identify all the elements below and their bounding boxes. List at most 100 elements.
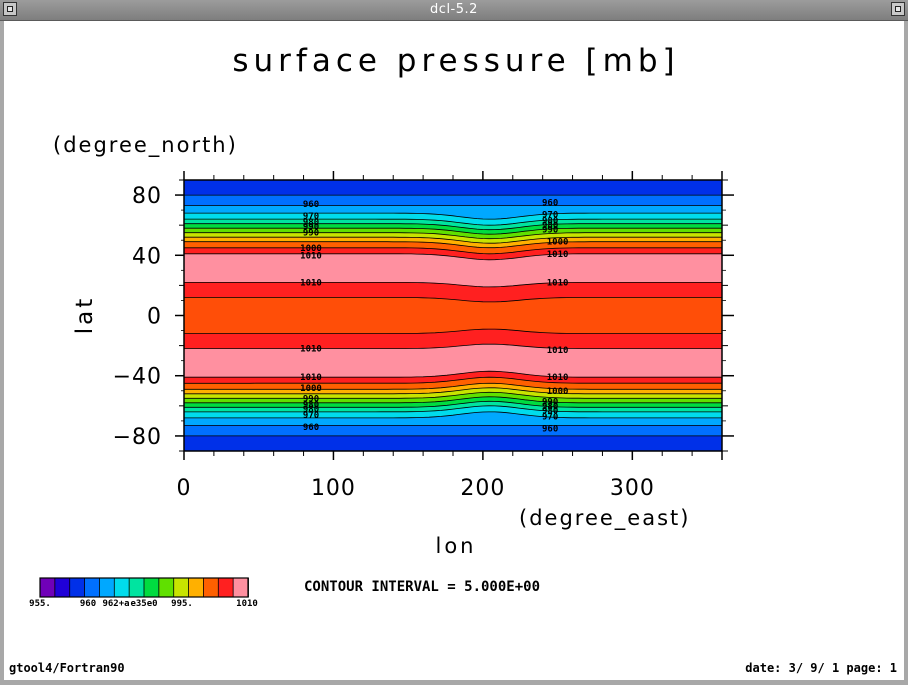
contour-label-layer: 9609709809909901000101010101010101010009… bbox=[300, 199, 568, 435]
contour-band-15 bbox=[184, 343, 722, 378]
window-menu-button[interactable] bbox=[3, 2, 17, 16]
contour-label: 990 bbox=[303, 394, 319, 404]
contour-label: 1000 bbox=[300, 384, 322, 394]
contour-label: 990 bbox=[542, 397, 558, 407]
colorbar-swatch bbox=[69, 577, 86, 598]
contour-label: 1010 bbox=[300, 278, 322, 288]
contour-band-1 bbox=[184, 194, 722, 206]
contour-line-14 bbox=[184, 328, 722, 334]
contour-line-3 bbox=[184, 212, 722, 220]
title-bar[interactable]: dcl-5.2 bbox=[0, 0, 908, 21]
contour-band-26 bbox=[184, 435, 722, 451]
contour-line-layer bbox=[184, 194, 722, 437]
contour-band-0 bbox=[184, 180, 722, 196]
contour-label: 1010 bbox=[300, 251, 322, 261]
colorbar-swatch bbox=[232, 577, 249, 598]
colorbar-swatch bbox=[128, 577, 145, 598]
contour-label: 990 bbox=[542, 226, 558, 236]
contour-label: 960 bbox=[542, 424, 558, 434]
contour-interval-text: CONTOUR INTERVAL = 5.000E+00 bbox=[304, 579, 540, 595]
y-axis-unit: (degree_north) bbox=[53, 133, 238, 158]
colorbar-swatch bbox=[158, 577, 175, 598]
contour-label: 980 bbox=[303, 400, 319, 410]
colorbar-swatch bbox=[54, 577, 71, 598]
maximize-button[interactable] bbox=[891, 2, 905, 16]
contour-label: 980 bbox=[542, 406, 558, 416]
contour-label: 970 bbox=[542, 412, 558, 422]
x-tick-label: 0 bbox=[177, 476, 192, 501]
contour-band-13 bbox=[184, 297, 722, 334]
contour-label: 1000 bbox=[300, 244, 322, 254]
maximize-icon bbox=[895, 6, 901, 12]
contour-label: 980 bbox=[303, 405, 319, 415]
contour-label: 980 bbox=[303, 218, 319, 228]
chart-title: surface pressure [mb] bbox=[232, 43, 679, 79]
y-tick-label: 40 bbox=[132, 244, 162, 269]
contour-line-24 bbox=[184, 411, 722, 419]
colorbar-label: 962+a bbox=[102, 599, 129, 609]
contour-line-21 bbox=[184, 396, 722, 404]
contour-band-25 bbox=[184, 425, 722, 437]
window-title: dcl-5.2 bbox=[430, 2, 478, 17]
contour-label: 970 bbox=[303, 411, 319, 421]
contour-label: 980 bbox=[542, 217, 558, 227]
contour-line-12 bbox=[184, 282, 722, 288]
plot-canvas: surface pressure [mb] (degree_north) lat… bbox=[4, 21, 904, 680]
footer-right: date: 3/ 9/ 1 page: 1 bbox=[745, 661, 897, 675]
axis-ticks bbox=[175, 171, 734, 460]
colorbar-swatch bbox=[188, 577, 205, 598]
contour-line-15 bbox=[184, 343, 722, 349]
contour-label: 1000 bbox=[547, 238, 569, 248]
chart-svg: surface pressure [mb] (degree_north) lat… bbox=[9, 43, 897, 675]
y-tick-label: 80 bbox=[132, 184, 162, 209]
contour-label: 1000 bbox=[547, 387, 569, 397]
contour-label: 960 bbox=[303, 423, 319, 433]
contour-line-8 bbox=[184, 236, 722, 244]
contour-line-11 bbox=[184, 253, 722, 261]
contour-label: 970 bbox=[303, 212, 319, 222]
contour-line-5 bbox=[184, 223, 722, 231]
contour-label: 990 bbox=[303, 229, 319, 239]
contour-fill-layer bbox=[184, 180, 722, 451]
y-tick-label: −40 bbox=[113, 365, 162, 390]
y-tick-label: −80 bbox=[113, 425, 162, 450]
contour-line-10 bbox=[184, 247, 722, 255]
colorbar-swatch bbox=[39, 577, 56, 598]
contour-line-7 bbox=[184, 232, 722, 240]
contour-label: 960 bbox=[542, 199, 558, 209]
x-tick-label: 300 bbox=[610, 476, 655, 501]
contour-label: 1010 bbox=[547, 373, 569, 383]
colorbar-swatch bbox=[143, 577, 160, 598]
footer-left: gtool4/Fortran90 bbox=[9, 661, 125, 675]
contour-label: 990 bbox=[303, 223, 319, 233]
colorbar-swatch bbox=[173, 577, 190, 598]
contour-line-9 bbox=[184, 241, 722, 249]
contour-line-23 bbox=[184, 405, 722, 413]
contour-label: 960 bbox=[303, 200, 319, 210]
colorbar-swatch bbox=[99, 577, 116, 598]
contour-label: 1010 bbox=[300, 373, 322, 383]
colorbar-labels: 955. 960 962+a e35e0 995. 1010 bbox=[29, 599, 258, 609]
colorbar-label: 960 bbox=[80, 599, 96, 609]
contour-line-20 bbox=[184, 391, 722, 399]
contour-label: 1010 bbox=[547, 346, 569, 356]
contour-line-6 bbox=[184, 227, 722, 235]
colorbar-frame bbox=[39, 577, 249, 598]
y-axis-label: lat bbox=[72, 296, 98, 335]
contour-label: 1010 bbox=[300, 345, 322, 355]
window-menu-icon bbox=[7, 6, 13, 12]
contour-label: 1010 bbox=[547, 250, 569, 260]
colorbar-label: 1010 bbox=[236, 599, 258, 609]
contour-label: 970 bbox=[542, 211, 558, 221]
colorbar-label: 995. bbox=[171, 599, 193, 609]
contour-line-16 bbox=[184, 370, 722, 378]
y-tick-label: 0 bbox=[147, 305, 162, 330]
colorbar-swatch bbox=[113, 577, 131, 598]
contour-line-22 bbox=[184, 400, 722, 408]
x-tick-labels: 0 100 200 300 bbox=[177, 476, 655, 501]
contour-line-13 bbox=[184, 297, 722, 303]
x-axis-unit: (degree_east) bbox=[519, 506, 690, 531]
colorbar-label: 955. bbox=[29, 599, 51, 609]
x-tick-label: 200 bbox=[460, 476, 505, 501]
